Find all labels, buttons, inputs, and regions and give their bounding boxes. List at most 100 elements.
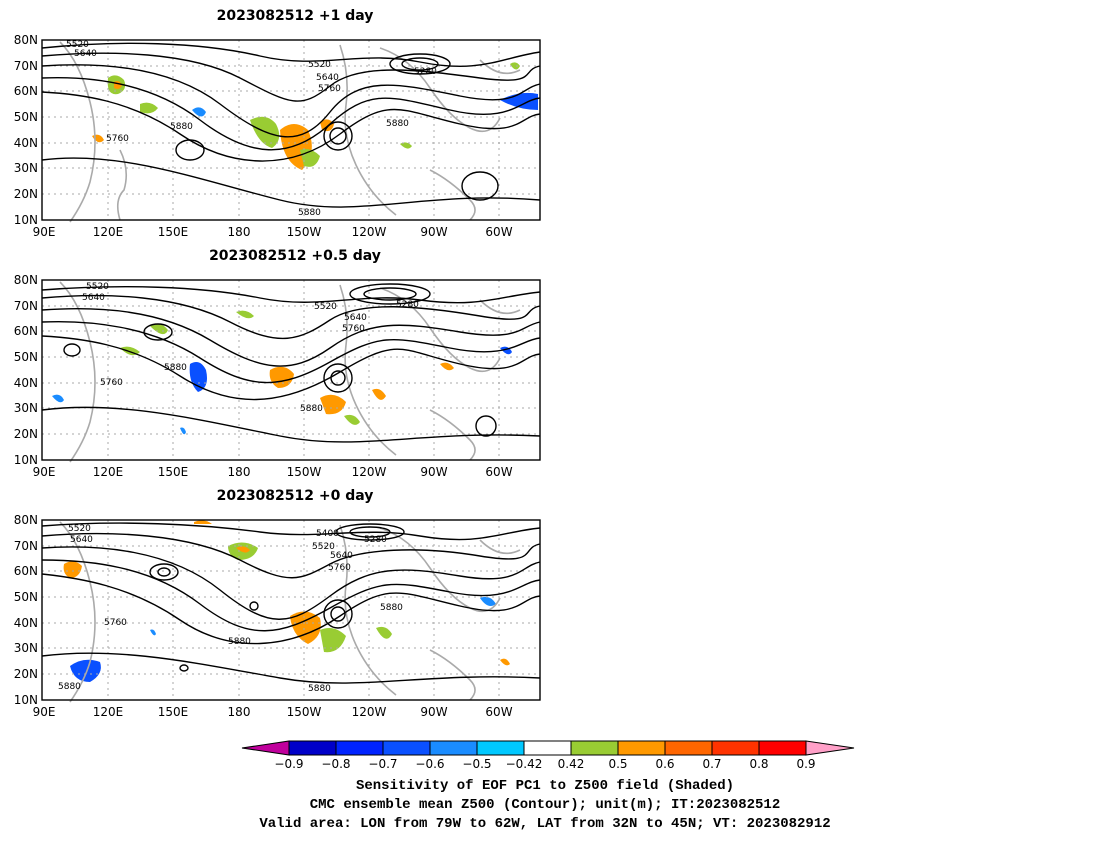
colorbar-tick-label: 0.8 — [749, 757, 768, 771]
caption-line-2: CMC ensemble mean Z500 (Contour); unit(m… — [309, 797, 781, 813]
colorbar-box — [429, 740, 478, 756]
colorbar-box — [617, 740, 666, 756]
shading-layer — [52, 310, 512, 435]
colorbar-tick-label: −0.7 — [368, 757, 397, 771]
contour-label: 5880 — [164, 363, 187, 373]
colorbar-box — [570, 740, 619, 756]
lat-label: 30N — [14, 401, 38, 415]
lon-label: 90E — [33, 225, 56, 239]
contour-label: 5880 — [386, 119, 409, 129]
lat-label: 20N — [14, 427, 38, 441]
contour-label: 5280 — [364, 535, 387, 545]
colorbar-low-arrow — [241, 740, 290, 756]
contour-label: 5760 — [318, 84, 341, 94]
lon-label: 90W — [420, 465, 447, 479]
panel-title: 2023082512 +0.5 day — [209, 248, 381, 264]
height-contours — [41, 522, 541, 684]
colorbar-tick-label: 0.5 — [608, 757, 627, 771]
lat-label: 70N — [14, 59, 38, 73]
plot-frame — [41, 519, 541, 701]
lat-label: 30N — [14, 641, 38, 655]
colorbar: −0.9 −0.8 −0.7 −0.6 −0.5 −0.42 0.42 0.5 … — [0, 738, 1100, 778]
colorbar-ticks: −0.9 −0.8 −0.7 −0.6 −0.5 −0.42 0.42 0.5 … — [274, 757, 815, 771]
colorbar-tick-label: −0.8 — [321, 757, 350, 771]
lon-label: 150E — [158, 465, 189, 479]
lon-label: 90E — [33, 465, 56, 479]
plot-frame — [41, 279, 541, 461]
panel-title: 2023082512 +0 day — [216, 488, 374, 504]
colorbar-tick-label: 0.9 — [796, 757, 815, 771]
lon-axis: 90E 120E 150E 180 150W 120W 90W 60W — [33, 465, 513, 479]
grid-lines — [42, 280, 540, 460]
colorbar-box — [711, 740, 760, 756]
lat-label: 80N — [14, 273, 38, 287]
lon-label: 90W — [420, 225, 447, 239]
contour-label: 5880 — [170, 122, 193, 132]
colorbar-boxes — [241, 740, 855, 756]
colorbar-box — [758, 740, 807, 756]
lon-label: 120W — [352, 465, 387, 479]
lon-label: 180 — [228, 705, 251, 719]
contour-label: 5520 — [314, 302, 337, 312]
lon-label: 120E — [93, 705, 124, 719]
contour-label: 5280 — [414, 67, 437, 77]
contour-label: 5520 — [86, 282, 109, 292]
contour-label: 5880 — [308, 684, 331, 694]
lat-label: 60N — [14, 564, 38, 578]
lon-label: 90W — [420, 705, 447, 719]
lat-label: 40N — [14, 136, 38, 150]
colorbar-tick-label: −0.42 — [506, 757, 543, 771]
contour-label: 5880 — [380, 603, 403, 613]
contour-label: 5400 — [316, 529, 339, 539]
lon-label: 150E — [158, 225, 189, 239]
contour-label: 5640 — [344, 313, 367, 323]
contour-label: 5640 — [74, 49, 97, 59]
coastlines — [59, 521, 521, 703]
map-panel-2: 2023082512 +0.5 day — [0, 240, 1100, 480]
lat-label: 70N — [14, 539, 38, 553]
contour-labels: 5520 5640 5520 5640 5760 5280 5880 5760 … — [82, 282, 419, 414]
plot-frame — [41, 39, 541, 221]
lat-axis: 80N 70N 60N 50N 40N 30N 20N 10N — [14, 273, 38, 467]
lat-label: 20N — [14, 667, 38, 681]
lon-label: 120E — [93, 465, 124, 479]
lat-label: 80N — [14, 513, 38, 527]
map-panel-1: 2023082512 +1 day — [0, 0, 1100, 240]
lon-label: 150E — [158, 705, 189, 719]
contour-label: 5760 — [104, 618, 127, 628]
lon-label: 90E — [33, 705, 56, 719]
lon-label: 120W — [352, 225, 387, 239]
contour-label: 5520 — [308, 60, 331, 70]
contour-label: 5760 — [342, 324, 365, 334]
contour-label: 5760 — [328, 563, 351, 573]
colorbar-tick-label: 0.7 — [702, 757, 721, 771]
contour-label: 5880 — [58, 682, 81, 692]
lat-label: 10N — [14, 453, 38, 467]
lon-axis: 90E 120E 150E 180 150W 120W 90W 60W — [33, 705, 513, 719]
colorbar-box — [288, 740, 337, 756]
colorbar-box — [382, 740, 431, 756]
contour-label: 5280 — [396, 300, 419, 310]
colorbar-tick-label: −0.5 — [462, 757, 491, 771]
map-plot-2: 5520 5640 5520 5640 5760 5280 5880 5760 … — [14, 273, 541, 479]
contour-label: 5520 — [312, 542, 335, 552]
lat-label: 10N — [14, 693, 38, 707]
contour-label: 5640 — [330, 551, 353, 561]
contour-label: 5520 — [68, 524, 91, 534]
lat-label: 50N — [14, 350, 38, 364]
contour-label: 5760 — [100, 378, 123, 388]
contour-labels: 5520 5640 5400 5520 5640 5760 5280 5880 … — [58, 524, 403, 694]
lat-label: 30N — [14, 161, 38, 175]
colorbar-svg: −0.9 −0.8 −0.7 −0.6 −0.5 −0.42 0.42 0.5 … — [241, 740, 855, 771]
contour-label: 5880 — [298, 208, 321, 218]
map-panel-3: 2023082512 +0 day — [0, 480, 1100, 720]
contour-label: 5640 — [82, 293, 105, 303]
height-contours — [41, 42, 541, 208]
grid-lines — [42, 520, 540, 700]
lon-label: 60W — [485, 705, 512, 719]
shading-layer — [63, 520, 510, 682]
colorbar-box — [335, 740, 384, 756]
lat-label: 20N — [14, 187, 38, 201]
contour-label: 5640 — [316, 73, 339, 83]
lon-label: 60W — [485, 465, 512, 479]
